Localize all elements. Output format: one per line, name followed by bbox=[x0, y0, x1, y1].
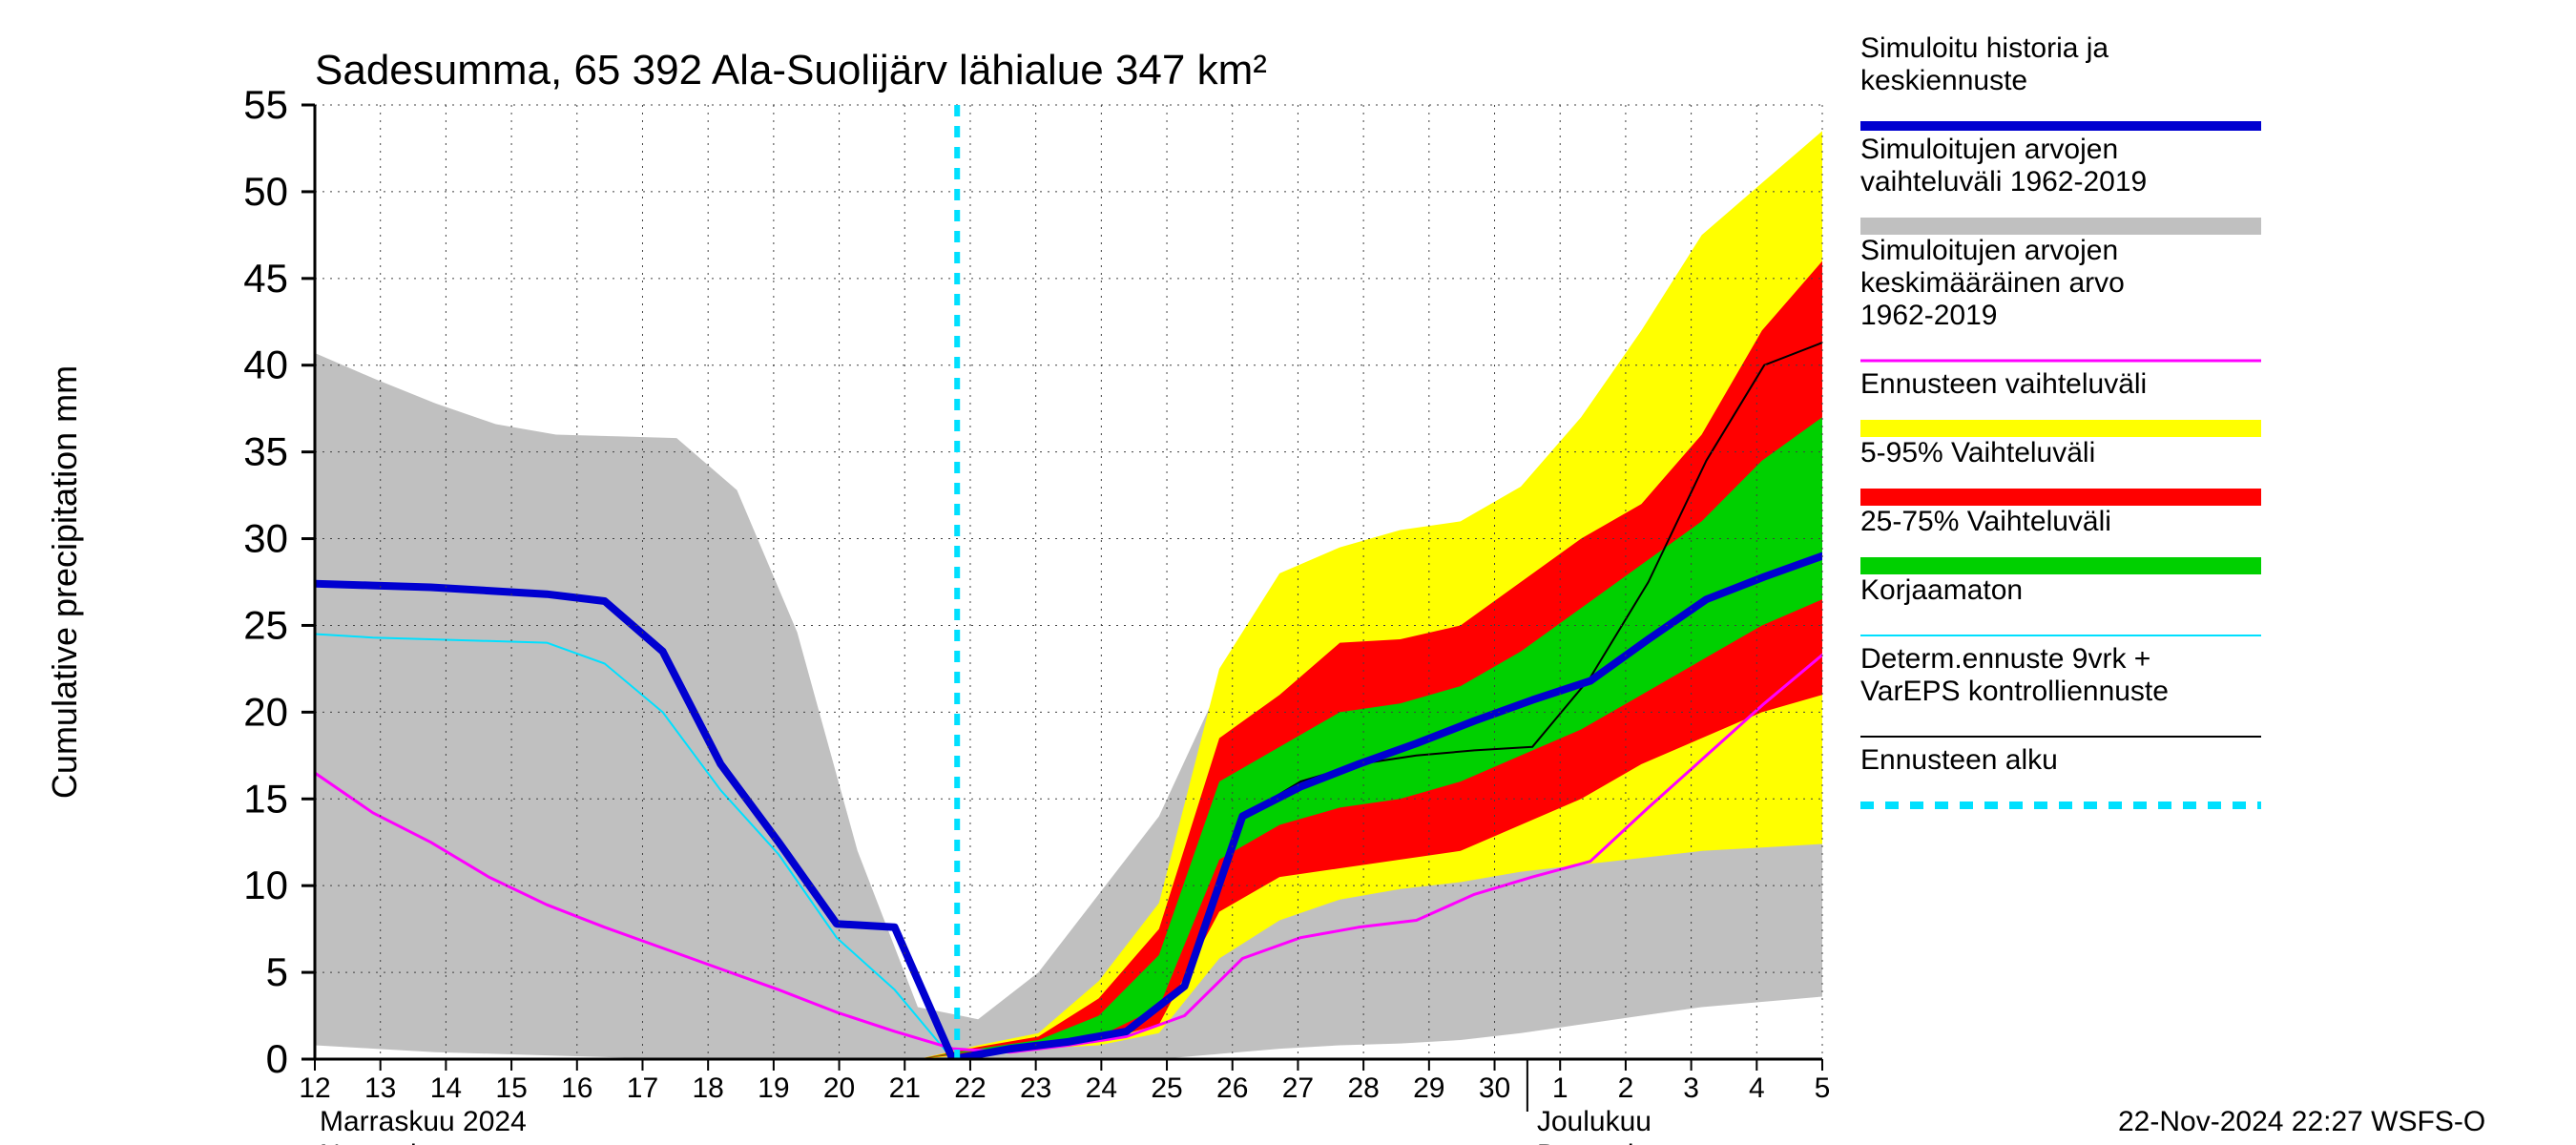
legend-swatch bbox=[1860, 420, 2261, 437]
legend-label: 1962-2019 bbox=[1860, 300, 1997, 331]
xtick-label: 27 bbox=[1282, 1072, 1314, 1104]
ytick-label: 30 bbox=[243, 516, 288, 561]
xtick-label: 26 bbox=[1216, 1072, 1248, 1104]
xtick-label: 17 bbox=[627, 1072, 658, 1104]
legend-label: Korjaamaton bbox=[1860, 574, 2023, 606]
xtick-label: 20 bbox=[823, 1072, 855, 1104]
legend-label: Ennusteen alku bbox=[1860, 744, 2058, 776]
legend-label: keskiennuste bbox=[1860, 65, 2027, 96]
legend-label: Simuloitujen arvojen bbox=[1860, 235, 2118, 266]
ytick-label: 25 bbox=[243, 602, 288, 647]
legend-swatch bbox=[1860, 557, 2261, 574]
xtick-label: 14 bbox=[430, 1072, 462, 1104]
ytick-label: 20 bbox=[243, 689, 288, 734]
plot-area bbox=[315, 131, 1822, 1059]
legend-label: vaihteluväli 1962-2019 bbox=[1860, 166, 2147, 198]
xtick-label: 5 bbox=[1815, 1072, 1831, 1104]
xtick-label: 28 bbox=[1347, 1072, 1379, 1104]
legend-label: keskimääräinen arvo bbox=[1860, 267, 2125, 299]
xtick-label: 12 bbox=[299, 1072, 330, 1104]
legend-swatch bbox=[1860, 489, 2261, 506]
footer-timestamp: 22-Nov-2024 22:27 WSFS-O bbox=[2118, 1106, 2485, 1137]
ytick-label: 55 bbox=[243, 82, 288, 127]
xtick-label: 23 bbox=[1020, 1072, 1051, 1104]
legend-label: 5-95% Vaihteluväli bbox=[1860, 437, 2095, 468]
chart-svg: 0510152025303540455055121314151617181920… bbox=[0, 0, 2576, 1145]
ytick-label: 45 bbox=[243, 256, 288, 301]
xtick-label: 22 bbox=[954, 1072, 986, 1104]
ytick-label: 0 bbox=[266, 1036, 288, 1081]
legend-label: 25-75% Vaihteluväli bbox=[1860, 506, 2111, 537]
xtick-label: 13 bbox=[364, 1072, 396, 1104]
xtick-label: 16 bbox=[561, 1072, 592, 1104]
ytick-label: 15 bbox=[243, 776, 288, 821]
xtick-label: 25 bbox=[1151, 1072, 1182, 1104]
xtick-label: 15 bbox=[495, 1072, 527, 1104]
xtick-label: 29 bbox=[1413, 1072, 1444, 1104]
legend-label: Determ.ennuste 9vrk + bbox=[1860, 643, 2150, 675]
xtick-label: 18 bbox=[692, 1072, 723, 1104]
legend-label: Ennusteen vaihteluväli bbox=[1860, 368, 2147, 400]
month1-en: November bbox=[320, 1139, 451, 1145]
legend-label: Simuloitu historia ja bbox=[1860, 32, 2109, 64]
legend-label: VarEPS kontrolliennuste bbox=[1860, 676, 2169, 707]
chart-title: Sadesumma, 65 392 Ala-Suolijärv lähialue… bbox=[315, 47, 1267, 94]
ytick-label: 40 bbox=[243, 343, 288, 387]
month2-en: December bbox=[1537, 1139, 1669, 1145]
month1-fi: Marraskuu 2024 bbox=[320, 1106, 527, 1137]
chart-container: 0510152025303540455055121314151617181920… bbox=[0, 0, 2576, 1145]
xtick-label: 4 bbox=[1749, 1072, 1765, 1104]
xtick-label: 1 bbox=[1552, 1072, 1568, 1104]
xtick-label: 19 bbox=[758, 1072, 789, 1104]
xtick-label: 30 bbox=[1479, 1072, 1510, 1104]
ytick-label: 10 bbox=[243, 863, 288, 907]
ytick-label: 5 bbox=[266, 949, 288, 994]
legend-label: Simuloitujen arvojen bbox=[1860, 134, 2118, 165]
xtick-label: 24 bbox=[1086, 1072, 1117, 1104]
ytick-label: 50 bbox=[243, 169, 288, 214]
xtick-label: 21 bbox=[889, 1072, 921, 1104]
xtick-label: 2 bbox=[1618, 1072, 1634, 1104]
yaxis-title: Cumulative precipitation mm bbox=[45, 365, 84, 799]
month2-fi: Joulukuu bbox=[1537, 1106, 1652, 1137]
ytick-label: 35 bbox=[243, 429, 288, 474]
xtick-label: 3 bbox=[1683, 1072, 1699, 1104]
legend-swatch bbox=[1860, 218, 2261, 235]
